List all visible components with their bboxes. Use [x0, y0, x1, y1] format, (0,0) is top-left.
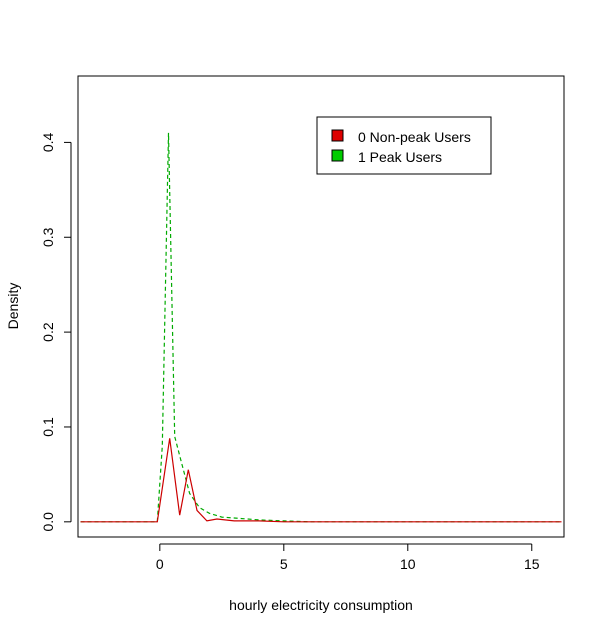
y-tick-label: 0.3 — [40, 227, 56, 247]
series-line-non-peak — [80, 438, 562, 523]
legend: 0 Non-peak Users 1 Peak Users — [316, 116, 492, 175]
x-tick-label: 0 — [156, 556, 164, 572]
x-tick-label: 5 — [280, 556, 288, 572]
y-axis: 0.0 0.1 0.2 0.3 0.4 — [40, 132, 72, 532]
y-tick-label: 0.4 — [40, 132, 56, 152]
legend-label-peak: 1 Peak Users — [358, 149, 442, 165]
series-line-peak — [80, 132, 562, 523]
x-axis: 0 5 10 15 — [156, 543, 540, 572]
legend-swatch-peak — [331, 149, 344, 162]
x-tick-label: 10 — [400, 556, 416, 572]
y-tick-label: 0.2 — [40, 322, 56, 342]
series-layer — [80, 132, 562, 523]
legend-label-non-peak: 0 Non-peak Users — [358, 129, 471, 145]
x-tick-label: 15 — [524, 556, 540, 572]
x-axis-title: hourly electricity consumption — [229, 597, 413, 613]
plot-frame — [77, 75, 565, 538]
y-tick-label: 0.0 — [40, 512, 56, 532]
legend-swatch-non-peak — [331, 129, 344, 142]
y-tick-label: 0.1 — [40, 417, 56, 437]
legend-box — [316, 116, 492, 175]
y-axis-title: Density — [5, 283, 21, 330]
